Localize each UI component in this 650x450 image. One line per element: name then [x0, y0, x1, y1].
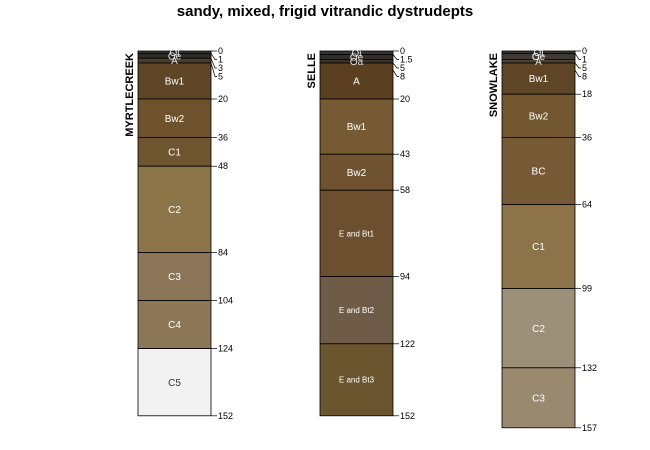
- depth-label-snowlake-8: 132: [582, 363, 597, 373]
- horizon-label-myrtlecreek-3: Bw1: [165, 77, 185, 88]
- horizon-label-selle-4: Bw1: [347, 122, 367, 133]
- depth-label-myrtlecreek-8: 104: [218, 296, 233, 306]
- horizon-myrtlecreek-6: [137, 165, 212, 253]
- profile-name-selle: SELLE: [306, 53, 318, 88]
- depth-label-myrtlecreek-2: 3: [218, 63, 223, 73]
- horizon-selle-6: [319, 189, 394, 277]
- horizon-label-myrtlecreek-9: C5: [168, 378, 181, 389]
- depth-label-myrtlecreek-6: 48: [218, 161, 228, 171]
- depth-label-myrtlecreek-1: 1: [218, 55, 223, 65]
- horizon-label-snowlake-8: C3: [532, 393, 545, 404]
- horizon-label-myrtlecreek-5: C1: [168, 147, 181, 158]
- depth-label-selle-0: 0: [400, 46, 405, 56]
- depth-label-selle-3: 8: [400, 72, 405, 82]
- depth-label-myrtlecreek-4: 20: [218, 94, 228, 104]
- horizon-snowlake-3: [501, 62, 576, 95]
- horizon-label-selle-3: A: [353, 77, 360, 88]
- horizon-label-myrtlecreek-6: C2: [168, 205, 181, 216]
- horizon-myrtlecreek-8: [137, 300, 212, 350]
- depth-label-selle-4: 20: [400, 94, 410, 104]
- depth-label-snowlake-5: 36: [582, 132, 592, 142]
- depth-label-snowlake-2: 5: [582, 63, 587, 73]
- horizon-label-selle-2: Oa: [350, 57, 364, 68]
- horizon-selle-8: [319, 343, 394, 417]
- horizon-myrtlecreek-7: [137, 252, 212, 302]
- horizon-label-snowlake-1: Oe: [532, 52, 546, 63]
- depth-tick-selle-3: [392, 70, 399, 77]
- depth-label-selle-1: 1.5: [400, 55, 413, 65]
- depth-tick-snowlake-1: [574, 53, 581, 60]
- depth-label-selle-5: 43: [400, 149, 410, 159]
- horizon-label-myrtlecreek-1: Oe: [168, 51, 182, 62]
- depth-label-myrtlecreek-9: 124: [218, 344, 233, 354]
- horizon-myrtlecreek-5: [137, 136, 212, 167]
- horizon-label-snowlake-4: Bw2: [529, 111, 549, 122]
- depth-label-myrtlecreek-7: 84: [218, 248, 228, 258]
- horizon-label-snowlake-7: C2: [532, 324, 545, 335]
- horizon-label-snowlake-0: Oi: [534, 48, 544, 59]
- horizon-selle-4: [319, 98, 394, 155]
- depth-tick-snowlake-2: [574, 62, 581, 69]
- horizon-myrtlecreek-9: [137, 348, 212, 417]
- horizon-snowlake-7: [501, 288, 576, 369]
- horizon-label-selle-1: Oe: [350, 53, 364, 64]
- depth-label-snowlake-9: 157: [582, 423, 597, 433]
- depth-label-snowlake-3: 8: [582, 72, 587, 82]
- profile-name-snowlake: SNOWLAKE: [488, 53, 500, 117]
- depth-label-myrtlecreek-5: 36: [218, 132, 228, 142]
- depth-tick-selle-2: [392, 62, 399, 69]
- horizon-label-selle-5: Bw2: [347, 168, 367, 179]
- horizon-label-snowlake-3: Bw1: [529, 74, 549, 85]
- depth-label-snowlake-4: 18: [582, 89, 592, 99]
- horizon-label-myrtlecreek-0: Oi: [170, 48, 180, 59]
- depth-label-selle-7: 94: [400, 272, 410, 282]
- horizon-label-selle-7: E and Bt2: [339, 306, 375, 315]
- depth-label-myrtlecreek-10: 152: [218, 411, 233, 421]
- depth-label-selle-6: 58: [400, 185, 410, 195]
- depth-tick-myrtlecreek-1: [210, 53, 217, 60]
- depth-tick-selle-1: [392, 54, 399, 60]
- depth-label-snowlake-1: 1: [582, 55, 587, 65]
- horizon-label-selle-8: E and Bt3: [339, 376, 375, 385]
- depth-label-selle-2: 5: [400, 63, 405, 73]
- horizon-label-myrtlecreek-7: C3: [168, 272, 181, 283]
- horizon-label-snowlake-6: C1: [532, 242, 545, 253]
- horizon-label-myrtlecreek-4: Bw2: [165, 114, 185, 125]
- depth-label-snowlake-6: 64: [582, 200, 592, 210]
- depth-label-myrtlecreek-0: 0: [218, 46, 223, 56]
- depth-label-snowlake-7: 99: [582, 284, 592, 294]
- horizon-snowlake-8: [501, 367, 576, 429]
- profiles-group: OiOeABw1Bw2C1C2C3C4C5MYRTLECREEK01352036…: [124, 46, 597, 433]
- horizon-myrtlecreek-3: [137, 62, 212, 100]
- horizon-label-myrtlecreek-2: A: [171, 56, 178, 67]
- depth-label-selle-9: 152: [400, 411, 415, 421]
- horizon-label-selle-0: Oi: [352, 48, 362, 59]
- profile-name-myrtlecreek: MYRTLECREEK: [124, 53, 136, 137]
- depth-tick-myrtlecreek-3: [210, 62, 217, 77]
- horizon-label-selle-6: E and Bt1: [339, 229, 375, 238]
- horizon-snowlake-6: [501, 204, 576, 290]
- depth-tick-myrtlecreek-2: [210, 58, 217, 69]
- depth-label-snowlake-0: 0: [582, 46, 587, 56]
- horizon-label-snowlake-2: A: [535, 57, 542, 68]
- horizon-label-snowlake-5: BC: [532, 167, 546, 178]
- depth-label-myrtlecreek-3: 5: [218, 72, 223, 82]
- horizon-selle-7: [319, 276, 394, 345]
- figure-title: sandy, mixed, frigid vitrandic dystrudep…: [177, 3, 473, 20]
- depth-tick-snowlake-3: [574, 70, 581, 77]
- horizon-snowlake-4: [501, 93, 576, 138]
- horizon-label-myrtlecreek-8: C4: [168, 320, 181, 331]
- depth-label-selle-8: 122: [400, 339, 415, 349]
